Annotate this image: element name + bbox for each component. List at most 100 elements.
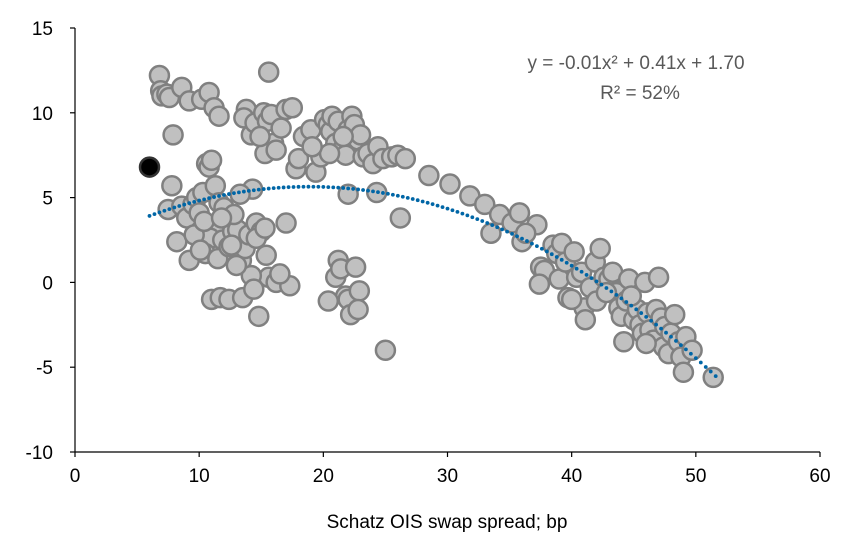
data-point (248, 305, 270, 328)
data-point (275, 212, 297, 234)
data-point (702, 366, 724, 389)
data-point (347, 298, 369, 321)
y-tick-label: 10 (32, 104, 53, 125)
trendline-dot (495, 225, 500, 230)
data-point (672, 361, 695, 384)
trendline-dot (425, 200, 430, 205)
x-tick-label: 20 (313, 466, 334, 487)
trendline-dot (237, 190, 241, 195)
trendline-dot (430, 202, 435, 207)
trendline-dot (351, 187, 356, 191)
y-tick-label: 15 (32, 19, 53, 40)
trendline-dot (361, 188, 365, 192)
trendline-dot (311, 184, 316, 189)
trendline-dot (535, 244, 539, 249)
trendline-dot (490, 223, 495, 228)
trendline-dot (212, 195, 216, 199)
trendline-dot (659, 326, 663, 331)
trendline-dot (470, 215, 475, 220)
trendline-dot (679, 343, 683, 348)
data-point (189, 239, 212, 261)
trendline-dot (182, 202, 187, 207)
trendline-dot (510, 231, 514, 236)
trendline-dot (371, 189, 375, 194)
trendline-dot (664, 330, 668, 335)
trendline-dot (390, 192, 395, 197)
trendline-dot (614, 292, 619, 297)
trendline-dot (336, 185, 341, 190)
data-point (287, 147, 310, 170)
data-point (200, 149, 223, 172)
trendline-dot (286, 185, 291, 190)
trendline-dot (420, 199, 425, 204)
y-tick-label: 5 (42, 189, 53, 210)
data-point (574, 308, 597, 331)
data-point (474, 193, 496, 216)
x-tick-label: 60 (809, 466, 830, 487)
trendline-dot (241, 189, 246, 194)
trendline-dot (167, 207, 172, 211)
trendline-dot (157, 210, 162, 215)
trendline-dot (559, 257, 564, 262)
data-point (439, 173, 461, 195)
trendline-dot (256, 187, 261, 192)
trendline-dot (574, 266, 579, 271)
data-point (269, 263, 291, 285)
trendline-dot (549, 252, 554, 257)
trendline-dot (341, 186, 346, 190)
trendline-dot (500, 227, 505, 232)
data-point (589, 237, 611, 260)
x-tick-label: 40 (561, 466, 582, 487)
data-point (348, 280, 371, 302)
trendline-dot (579, 269, 584, 274)
trendline-dot (520, 236, 524, 241)
data-point (161, 174, 183, 197)
trendline-dot (331, 185, 336, 190)
y-tick-label: -10 (26, 443, 53, 464)
x-tick-label: 50 (685, 466, 706, 487)
trendline-dot (530, 241, 534, 246)
trendline-dot (619, 296, 624, 301)
trendline-dot (301, 184, 306, 189)
trendline-dot (703, 365, 708, 369)
trendline-dot (356, 187, 360, 192)
trendline-dot (232, 191, 236, 196)
data-point (257, 61, 280, 83)
data-point (563, 241, 585, 263)
data-point (418, 164, 440, 187)
trendline-dot (460, 211, 465, 216)
trendline-dot (147, 214, 152, 218)
data-point (613, 331, 635, 353)
data-point (389, 207, 412, 229)
data-point (193, 210, 215, 233)
trendline-dot (629, 303, 634, 308)
trendline-dot (197, 198, 202, 203)
data-point (225, 254, 248, 277)
trendline-dot (594, 279, 599, 284)
data-point (681, 339, 703, 361)
trendline-dot (192, 199, 197, 204)
trendline-dot (386, 191, 390, 196)
data-point (394, 147, 417, 170)
trendline-dot (445, 206, 450, 211)
trendline-dot (485, 221, 490, 225)
trendline-dot (450, 208, 455, 213)
trendline-dot (688, 351, 693, 356)
trendline-dot (346, 186, 351, 191)
data-point (265, 139, 287, 161)
trendline-dot (177, 204, 182, 208)
x-tick-label: 0 (70, 466, 81, 487)
trendline-dot (693, 356, 698, 360)
trendline-dot (539, 246, 544, 251)
data-point (249, 125, 271, 148)
data-point (647, 266, 670, 289)
trendline-dot (465, 213, 470, 218)
trendline-dot (698, 360, 703, 365)
trendline-dot (435, 203, 440, 208)
highlight-point (138, 156, 161, 178)
points-layer (138, 61, 724, 389)
y-tick-label: 0 (42, 273, 53, 294)
data-point (374, 339, 397, 361)
trendline-dot (475, 217, 480, 222)
data-point (508, 202, 531, 224)
